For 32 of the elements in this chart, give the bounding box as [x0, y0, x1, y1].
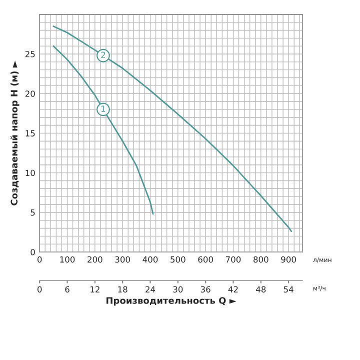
x2-tick-label: 0 — [38, 286, 42, 293]
x-tick-label: 700 — [226, 256, 241, 263]
x2-tick-label: 18 — [118, 286, 128, 293]
x2-tick-label: 48 — [256, 286, 266, 293]
x2-tick-label: 24 — [146, 286, 156, 292]
y-tick-label: 0 — [30, 248, 35, 256]
x2-tick-label: 6 — [65, 286, 70, 293]
x2-tick-label: 12 — [90, 286, 100, 292]
y-tick-label: 5 — [30, 209, 35, 216]
x-tick-label: 900 — [281, 256, 296, 263]
x-tick-label: 200 — [88, 256, 102, 263]
x-tick-label: 500 — [170, 256, 186, 263]
x2-tick-label: 54 — [284, 286, 294, 293]
line-series — [52, 45, 154, 215]
x2-tick-label: 36 — [200, 286, 210, 293]
line-series — [52, 26, 292, 232]
x-tick-label: 0 — [38, 256, 42, 263]
y-tick-label: 25 — [25, 50, 35, 58]
x-tick-label: 600 — [198, 256, 213, 263]
x-axis-title: Производительность Q ► — [106, 297, 236, 306]
y-tick-label: 15 — [26, 130, 35, 136]
y-tick-label: 20 — [25, 90, 35, 97]
x-tick-label: 100 — [60, 256, 75, 263]
x2-tick-label: 30 — [173, 286, 183, 293]
x-tick-label: 800 — [254, 256, 268, 263]
x-tick-label: 400 — [142, 256, 158, 263]
series-label: 2 — [101, 52, 106, 58]
y-tick-label: 10 — [26, 170, 35, 176]
x-tick-label: 300 — [115, 256, 130, 263]
x2-tick-label: 42 — [228, 286, 238, 292]
y-axis-title: Создаваемый напор H (м) ► — [10, 60, 20, 206]
series-label: 1 — [101, 106, 106, 112]
